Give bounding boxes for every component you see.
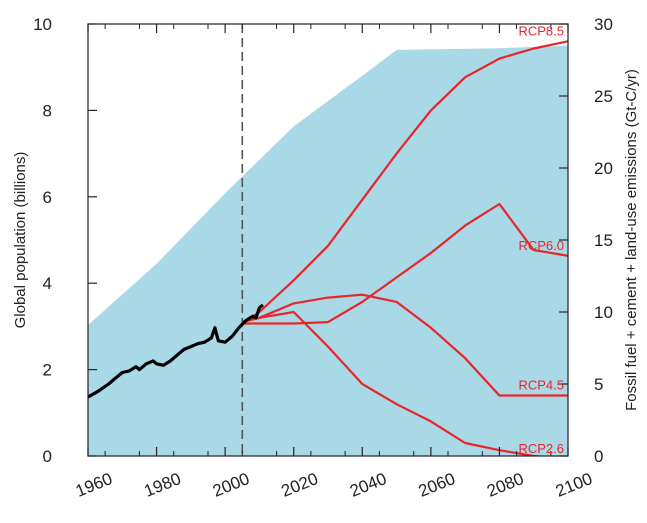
emission-series-layer: [241, 40, 568, 456]
x-tick-label: 2020: [279, 469, 321, 501]
x-tick-label: 2040: [347, 469, 389, 501]
right-tick-label: 25: [594, 87, 613, 106]
series-label-rcp8-5: RCP8.5: [518, 23, 564, 38]
right-tick-label: 5: [594, 375, 603, 394]
series-label-rcp6-0: RCP6.0: [518, 238, 564, 253]
x-tick-label: 2060: [416, 469, 458, 501]
series-line-rcp6-0: [242, 202, 568, 325]
right-tick-label: 0: [594, 447, 603, 466]
x-tick-label: 1980: [141, 469, 183, 501]
right-tick-label: 15: [594, 231, 613, 250]
series-line-rcp4-5: [242, 293, 568, 397]
x-tick-label: 2000: [210, 469, 252, 501]
left-axis-title: Global population (billions): [12, 152, 29, 329]
left-tick-label: 6: [43, 188, 52, 207]
series-labels-layer: RCP8.5 RCP6.0 RCP4.5 RCP2.6: [518, 23, 564, 456]
population-area: [88, 45, 568, 456]
series-label-rcp4-5: RCP4.5: [518, 378, 564, 393]
historical-emissions-line: [88, 303, 264, 399]
right-tick-label: 10: [594, 303, 613, 322]
left-tick-label: 8: [43, 101, 52, 120]
left-tick-label: 10: [33, 15, 52, 34]
series-line-rcp2-6: [242, 310, 547, 456]
right-tick-label: 30: [594, 15, 613, 34]
historical-emissions-layer: [88, 303, 264, 399]
left-tick-label: 0: [43, 447, 52, 466]
series-label-rcp2-6: RCP2.6: [518, 441, 564, 456]
x-tick-label: 2080: [484, 469, 526, 501]
right-tick-label: 20: [594, 159, 613, 178]
left-tick-label: 4: [43, 274, 52, 293]
x-tick-label: 1960: [73, 469, 115, 501]
right-axis-title: Fossil fuel + cement + land-use emission…: [623, 69, 640, 411]
series-line-rcp8-5: [241, 40, 568, 325]
left-tick-label: 2: [43, 361, 52, 380]
x-tick-label: 2100: [553, 469, 595, 501]
population-area-layer: [88, 45, 568, 456]
